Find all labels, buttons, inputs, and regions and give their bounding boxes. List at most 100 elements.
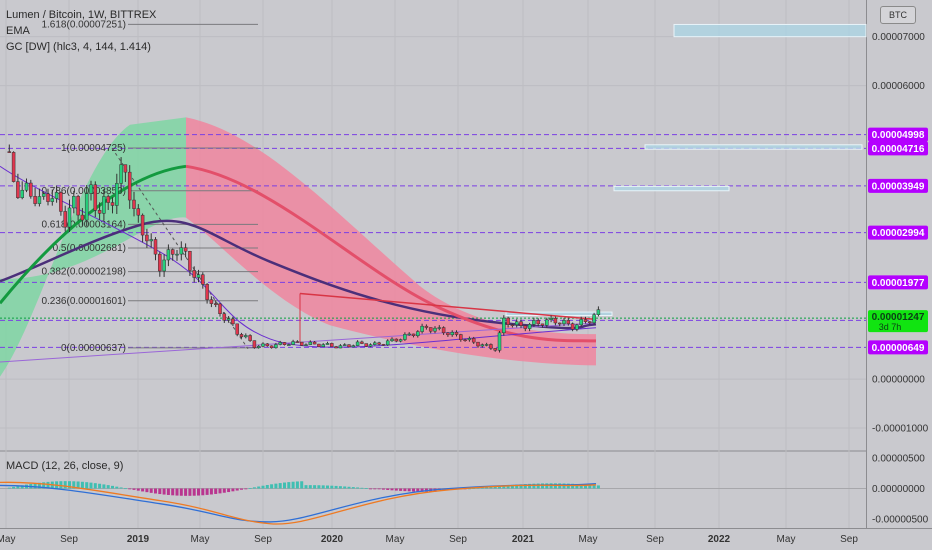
candle-body <box>67 207 72 228</box>
macd-histogram-bar <box>248 488 252 489</box>
price-level-tag <box>868 141 928 156</box>
macd-histogram-bar <box>128 488 132 490</box>
candle-body <box>540 323 545 326</box>
candle-body <box>89 184 93 194</box>
candle-body <box>72 196 76 209</box>
currency-badge[interactable]: BTC <box>880 6 916 24</box>
candle-body <box>231 318 235 325</box>
macd-histogram-bar <box>321 485 325 489</box>
macd-histogram-bar <box>394 488 398 491</box>
candle-body <box>149 239 153 242</box>
macd-histogram-bar <box>145 488 149 493</box>
macd-histogram-bar <box>59 481 63 489</box>
candle-body <box>588 321 592 324</box>
candle-body <box>295 341 300 343</box>
candle-body <box>110 202 115 206</box>
macd-histogram-bar <box>584 484 587 489</box>
macd-histogram-bar <box>575 483 579 489</box>
macd-histogram-bar <box>123 488 127 490</box>
macd-histogram-bar <box>295 481 299 489</box>
candle-body <box>59 192 63 212</box>
macd-histogram-bar <box>373 488 377 490</box>
macd-histogram-bar <box>390 488 394 491</box>
candle-body <box>252 340 257 348</box>
candle-body <box>170 249 175 255</box>
price-candles <box>7 144 601 353</box>
macd-histogram-bar <box>536 483 540 489</box>
candle-body <box>364 343 368 347</box>
candle-body <box>532 320 536 325</box>
macd-histogram-bar <box>519 484 523 489</box>
candle-body <box>523 325 528 329</box>
candle-body <box>553 318 558 324</box>
candle-body <box>579 319 583 326</box>
macd-histogram-bar <box>506 485 510 489</box>
candle-body <box>484 344 489 346</box>
price-level-tag-label: 0.00002994 <box>872 228 925 239</box>
macd-histogram-bar <box>588 484 592 489</box>
candle-body <box>201 274 205 285</box>
current-price-tag <box>868 310 928 333</box>
macd-histogram-bar <box>472 488 476 489</box>
macd-histogram-bar <box>141 488 145 492</box>
candle-body <box>557 322 562 325</box>
price-level-tag-label: 0.00000649 <box>872 343 925 354</box>
macd-histogram-bar <box>338 486 342 489</box>
macd-histogram-bar <box>498 485 501 489</box>
time-axis-label: May <box>579 534 598 545</box>
macd-histogram-bar <box>68 481 71 489</box>
candle-body <box>183 247 188 252</box>
macd-histogram-bar <box>162 488 166 495</box>
macd-histogram-bar <box>381 488 385 490</box>
candle-body <box>416 331 420 336</box>
time-axis-label: 2022 <box>708 534 731 545</box>
macd-histogram-bar <box>515 484 519 489</box>
macd-histogram-bar <box>480 487 484 489</box>
macd-histogram-bar <box>278 483 282 489</box>
candle-body <box>497 332 502 351</box>
macd-histogram-bar <box>218 488 222 494</box>
candle-body <box>175 253 179 256</box>
macd-histogram-bar <box>188 488 192 496</box>
candle-body <box>398 339 403 342</box>
candle-body <box>450 332 454 336</box>
macd-histogram-bar <box>386 488 390 490</box>
candle-body <box>153 239 158 255</box>
candle-body <box>312 341 317 345</box>
macd-histogram-bar <box>287 482 291 489</box>
resistance-zones <box>505 23 867 316</box>
candle-body <box>489 344 493 349</box>
macd-histogram-bar <box>364 488 368 489</box>
macd-histogram-bar <box>46 481 50 489</box>
macd-histogram-bar <box>407 488 411 492</box>
macd-histogram-bar <box>231 488 235 492</box>
macd-histogram-bar <box>489 486 493 489</box>
candle-body <box>433 327 437 332</box>
ema-legend[interactable]: EMA <box>6 25 30 37</box>
fib-level-label: 0(0.00000637) <box>61 343 126 354</box>
candle-body <box>424 325 429 328</box>
resistance-trend-line <box>299 292 597 321</box>
gc-legend[interactable]: GC [DW] (hlc3, 4, 144, 1.414) <box>6 41 151 53</box>
macd-histogram-bar <box>179 488 183 496</box>
candle-body <box>347 344 351 348</box>
macd-histogram-bar <box>111 485 114 489</box>
macd-histogram-bar <box>85 482 89 489</box>
candle-body <box>583 319 588 322</box>
fib-level-label: 0.236(0.00001601) <box>41 296 126 307</box>
candle-body <box>84 193 89 221</box>
macd-histogram-bar <box>76 481 80 489</box>
candle-body <box>428 327 433 332</box>
macd-histogram-bar <box>192 488 196 496</box>
zone-box <box>673 23 867 38</box>
ema-slow-line <box>0 219 597 330</box>
macd-histogram-bar <box>132 488 136 490</box>
candle-body <box>222 313 227 321</box>
candle-body <box>192 270 196 278</box>
macd-legend[interactable]: MACD (12, 26, close, 9) <box>6 460 124 472</box>
macd-histogram-bar <box>205 488 209 495</box>
macd-histogram-bar <box>502 485 506 489</box>
macd-histogram-bar <box>154 488 157 494</box>
symbol-title[interactable]: Lumen / Bitcoin, 1W, BITTREX <box>6 9 157 21</box>
